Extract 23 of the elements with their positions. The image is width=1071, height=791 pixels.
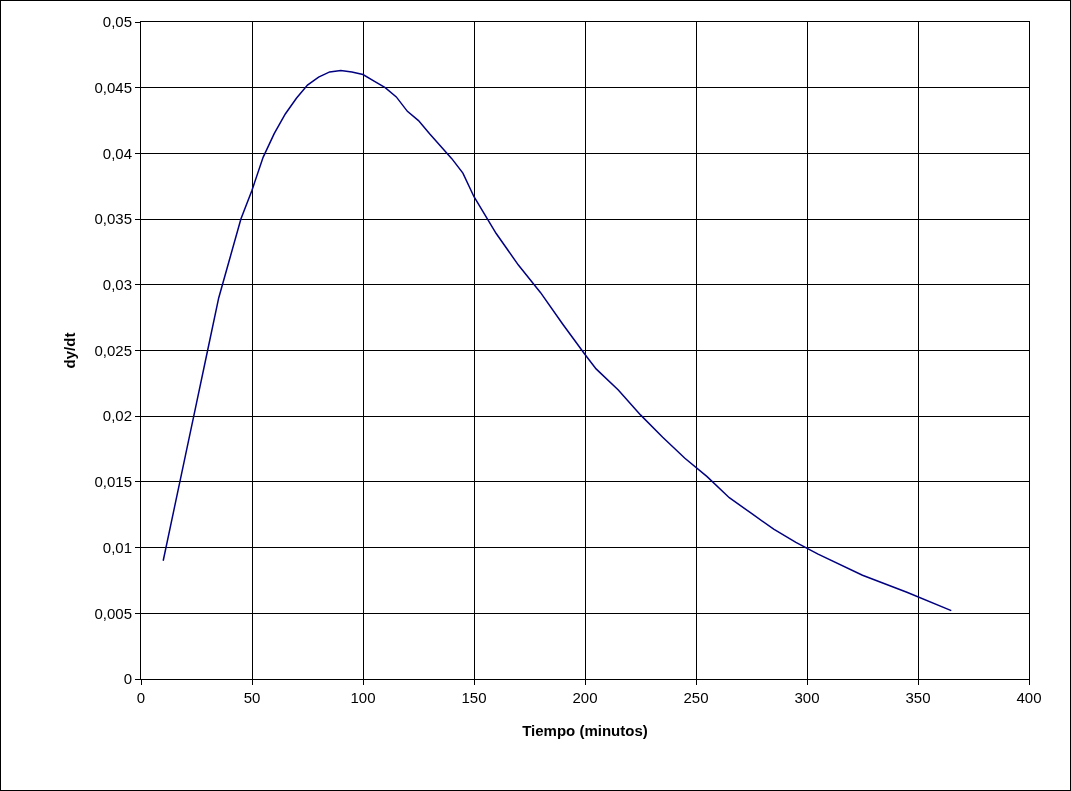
y-tick-label: 0,015 [94, 473, 132, 491]
x-tick-label: 400 [1016, 689, 1042, 706]
y-tick-label: 0,05 [102, 13, 132, 31]
x-tick-label: 200 [572, 689, 598, 706]
x-tick-label: 0 [136, 689, 146, 706]
y-tick-label: 0,02 [102, 407, 132, 425]
x-tick-label: 250 [683, 689, 709, 706]
x-tick-label: 50 [243, 689, 261, 706]
x-tick-label: 350 [905, 689, 931, 706]
x-tick-label: 100 [350, 689, 376, 706]
y-tick-label: 0 [123, 670, 132, 688]
y-tick-label: 0,04 [102, 144, 132, 162]
y-axis-title: dy/dt [60, 332, 78, 369]
y-tick-label: 0,005 [94, 604, 132, 622]
line-series [162, 69, 953, 612]
y-tick-label: 0,035 [94, 210, 132, 228]
y-tick-label: 0,025 [94, 341, 132, 359]
x-axis-title: Tiempo (minutos) [522, 722, 648, 739]
y-tick-label: 0,01 [102, 538, 132, 556]
y-tick-label: 0,03 [102, 276, 132, 294]
y-tick-label: 0,045 [94, 78, 132, 96]
x-tick-label: 300 [794, 689, 820, 706]
x-tick-label: 150 [461, 689, 487, 706]
